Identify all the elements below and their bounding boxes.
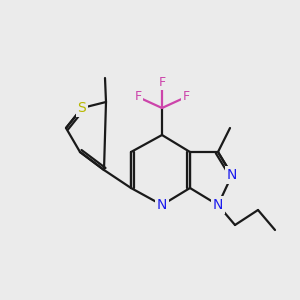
Text: N: N bbox=[213, 198, 223, 212]
Text: F: F bbox=[134, 91, 142, 103]
Text: N: N bbox=[227, 168, 237, 182]
Text: F: F bbox=[158, 76, 166, 88]
Text: N: N bbox=[157, 198, 167, 212]
Text: S: S bbox=[78, 101, 86, 115]
Text: F: F bbox=[182, 91, 190, 103]
